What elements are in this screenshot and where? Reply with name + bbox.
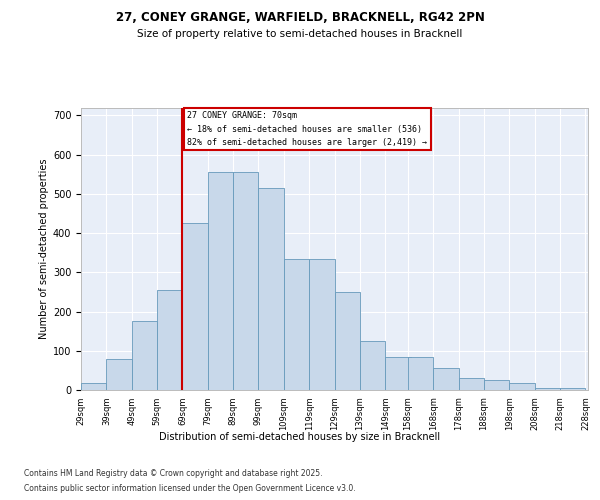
- Bar: [408, 356, 433, 390]
- Bar: [81, 383, 106, 390]
- Text: Contains public sector information licensed under the Open Government Licence v3: Contains public sector information licen…: [24, 484, 356, 493]
- Bar: [484, 380, 509, 390]
- Bar: [335, 292, 360, 390]
- Text: 27 CONEY GRANGE: 70sqm
← 18% of semi-detached houses are smaller (536)
82% of se: 27 CONEY GRANGE: 70sqm ← 18% of semi-det…: [187, 112, 427, 147]
- Bar: [284, 258, 309, 390]
- Text: Distribution of semi-detached houses by size in Bracknell: Distribution of semi-detached houses by …: [160, 432, 440, 442]
- Bar: [132, 322, 157, 390]
- Bar: [560, 388, 586, 390]
- Text: Size of property relative to semi-detached houses in Bracknell: Size of property relative to semi-detach…: [137, 29, 463, 39]
- Bar: [360, 341, 385, 390]
- Bar: [208, 172, 233, 390]
- Bar: [157, 290, 182, 390]
- Bar: [182, 223, 208, 390]
- Bar: [233, 172, 259, 390]
- Bar: [509, 383, 535, 390]
- Bar: [459, 378, 484, 390]
- Text: 27, CONEY GRANGE, WARFIELD, BRACKNELL, RG42 2PN: 27, CONEY GRANGE, WARFIELD, BRACKNELL, R…: [116, 11, 484, 24]
- Bar: [433, 368, 459, 390]
- Bar: [259, 188, 284, 390]
- Text: Contains HM Land Registry data © Crown copyright and database right 2025.: Contains HM Land Registry data © Crown c…: [24, 469, 323, 478]
- Bar: [535, 388, 560, 390]
- Bar: [106, 358, 132, 390]
- Bar: [309, 258, 335, 390]
- Y-axis label: Number of semi-detached properties: Number of semi-detached properties: [38, 158, 49, 339]
- Bar: [385, 356, 410, 390]
